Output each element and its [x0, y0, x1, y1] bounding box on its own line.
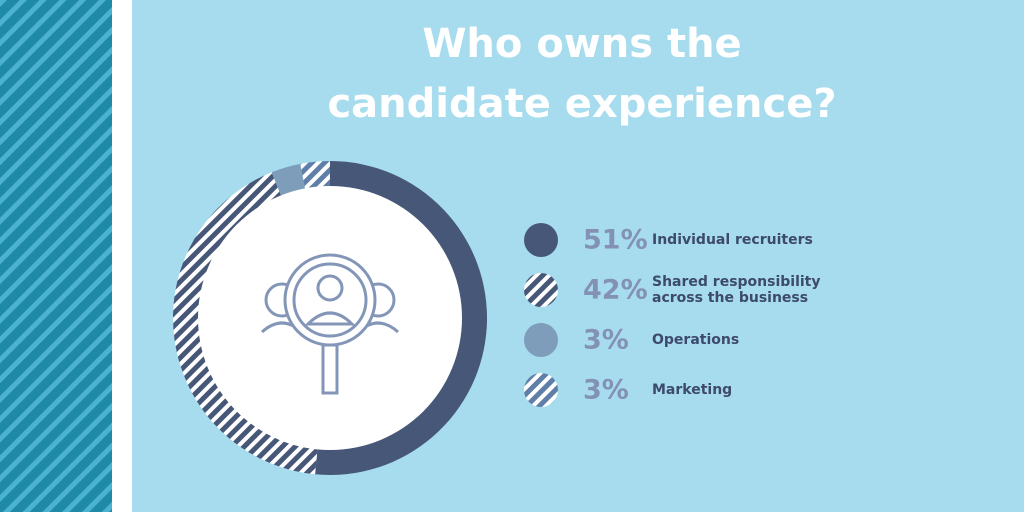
title-line: candidate experience? — [327, 81, 836, 127]
search-icon — [260, 253, 400, 395]
donut-segment — [271, 163, 306, 198]
title-line: Who owns the — [422, 21, 741, 67]
value-label: 42% — [583, 275, 648, 306]
legend-swatch — [524, 373, 558, 407]
legend-label: Individual recruiters — [652, 232, 813, 248]
legend-swatch — [524, 323, 558, 357]
donut-segment — [173, 172, 318, 475]
donut-segment — [315, 161, 488, 476]
legend-label: Marketing — [652, 382, 733, 398]
legend-label: Shared responsibility across the busines… — [652, 274, 821, 306]
legend-label: Operations — [652, 332, 740, 348]
divider — [112, 0, 132, 512]
value-label: 3% — [583, 375, 629, 406]
value-label: 51% — [583, 225, 648, 256]
value-label: 3% — [583, 325, 629, 356]
legend-swatch — [524, 223, 558, 257]
legend-swatch — [524, 273, 558, 307]
stripe-panel — [0, 0, 112, 512]
donut-segment — [300, 161, 330, 191]
